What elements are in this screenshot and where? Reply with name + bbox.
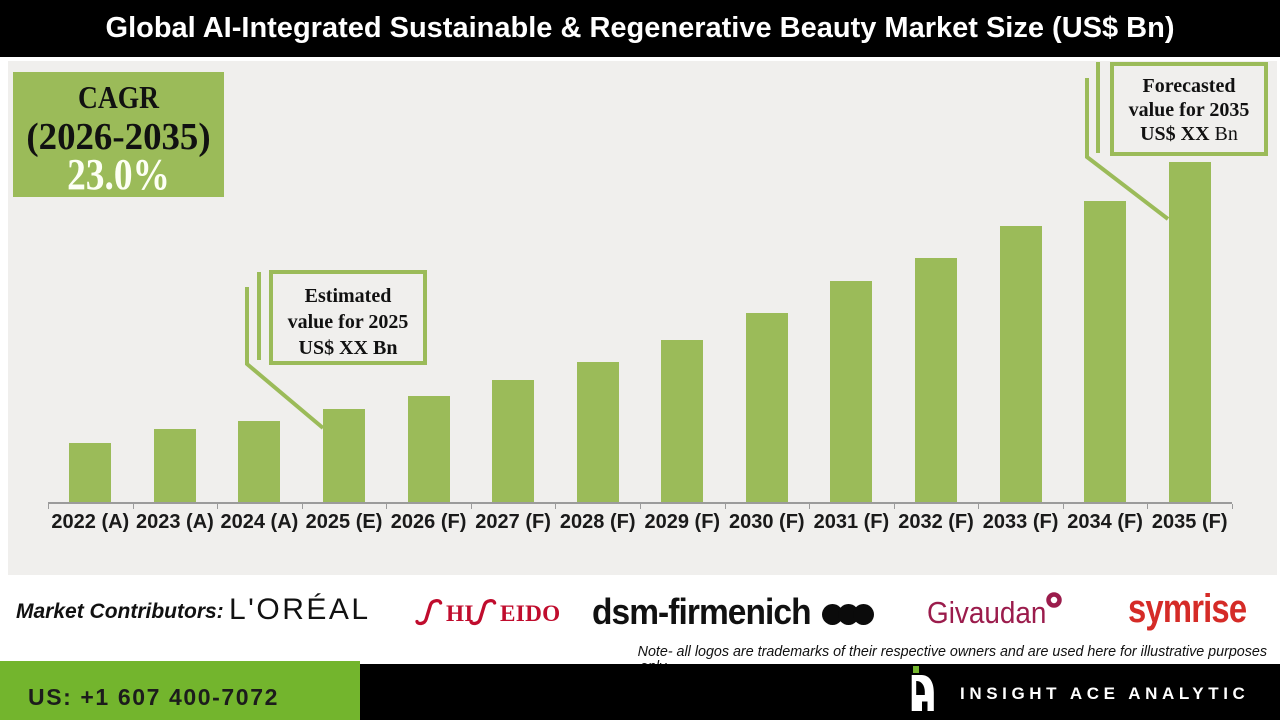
svg-text:HI: HI [446,601,474,627]
svg-text:EIDO: EIDO [500,601,560,627]
